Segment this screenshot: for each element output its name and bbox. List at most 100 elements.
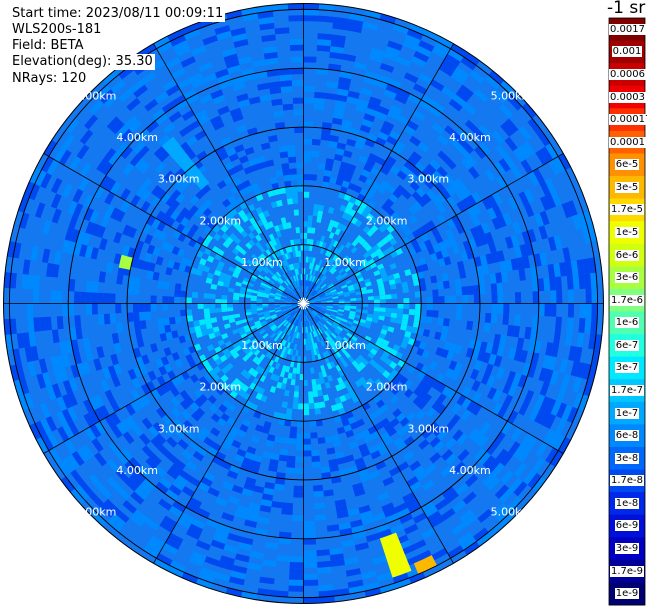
range-gate: [309, 262, 313, 269]
range-gate: [313, 97, 326, 105]
range-gate: [404, 497, 419, 508]
range-ring-label: 2.00km: [366, 381, 408, 394]
range-gate: [316, 549, 330, 557]
range-gate: [289, 168, 297, 175]
range-gate: [307, 227, 312, 234]
range-gate: [293, 209, 299, 216]
range-gate: [292, 319, 297, 325]
range-gate: [303, 403, 310, 410]
range-gate: [359, 87, 373, 97]
range-gate: [276, 199, 283, 207]
range-gate: [378, 446, 389, 456]
range-gate: [298, 280, 301, 287]
range-gate: [572, 376, 582, 393]
range-gate: [374, 248, 383, 256]
range-gate: [320, 326, 326, 333]
range-gate: [23, 392, 35, 409]
range-gate: [266, 344, 273, 352]
range-gate: [345, 429, 355, 438]
range-gate: [545, 342, 554, 357]
range-gate: [313, 283, 318, 290]
range-gate: [329, 46, 344, 54]
range-gate: [350, 305, 357, 310]
range-gate: [311, 455, 321, 463]
range-gate: [415, 303, 422, 310]
range-gate: [282, 340, 287, 347]
range-gate: [103, 293, 110, 304]
range-gate: [59, 341, 68, 355]
range-gate: [364, 10, 382, 20]
range-gate: [333, 16, 349, 25]
range-gate: [207, 446, 219, 457]
range-gate: [270, 373, 277, 381]
range-gate: [535, 441, 549, 458]
range-gate: [329, 239, 336, 246]
range-gate: [236, 448, 247, 458]
range-gate: [224, 220, 233, 229]
range-gate: [389, 104, 403, 115]
range-gate: [370, 450, 381, 460]
range-gate: [214, 528, 229, 539]
range-gate: [537, 278, 545, 292]
range-gate: [265, 242, 272, 250]
range-gate: [217, 339, 225, 347]
range-gate: [288, 293, 294, 298]
range-gate: [372, 555, 388, 565]
range-gate: [399, 417, 410, 427]
range-gate: [332, 22, 348, 31]
range-gate: [62, 379, 73, 395]
colorbar-tick-label: 1.7e-5: [609, 204, 645, 216]
range-gate: [390, 386, 400, 396]
range-gate: [50, 193, 62, 209]
range-gate: [483, 322, 491, 333]
range-gate: [221, 294, 228, 300]
range-gate: [282, 377, 288, 385]
range-gate: [337, 292, 344, 297]
range-gate: [486, 207, 497, 220]
range-gate: [290, 276, 294, 283]
range-gate: [279, 370, 286, 378]
range-gate: [527, 364, 537, 379]
range-gate: [360, 169, 371, 178]
range-gate: [482, 472, 496, 487]
range-gate: [341, 360, 349, 368]
range-gate: [286, 315, 292, 321]
range-gate: [296, 332, 299, 339]
range-gate: [530, 327, 538, 341]
range-gate: [176, 182, 188, 194]
range-gate: [274, 237, 281, 245]
range-gate: [165, 196, 176, 207]
range-gate: [210, 539, 226, 550]
range-gate: [271, 182, 280, 190]
range-gate: [268, 279, 275, 285]
range-gate: [560, 373, 571, 389]
range-gate: [339, 527, 353, 536]
range-gate: [222, 480, 234, 491]
range-gate: [286, 307, 293, 310]
range-gate: [314, 264, 319, 271]
range-gate: [142, 223, 152, 235]
range-gate: [327, 251, 333, 258]
range-gate: [213, 233, 222, 242]
range-gate: [282, 260, 287, 267]
range-gate: [204, 313, 211, 320]
range-gate: [403, 125, 416, 136]
range-gate: [288, 245, 293, 253]
range-gate: [271, 275, 278, 282]
range-gate: [218, 404, 228, 413]
range-gate: [207, 395, 217, 405]
range-gate: [295, 307, 300, 313]
range-gate: [324, 313, 331, 317]
range-gate: [447, 545, 464, 559]
range-gate: [322, 316, 329, 321]
range-gate: [246, 317, 254, 322]
range-gate: [89, 210, 100, 224]
range-gate: [89, 424, 102, 439]
range-gate: [240, 286, 247, 292]
range-gate: [331, 34, 346, 43]
range-gate: [326, 320, 333, 326]
range-gate: [352, 482, 364, 492]
range-gate: [60, 476, 75, 493]
range-gate: [262, 369, 269, 377]
range-gate: [387, 274, 395, 281]
